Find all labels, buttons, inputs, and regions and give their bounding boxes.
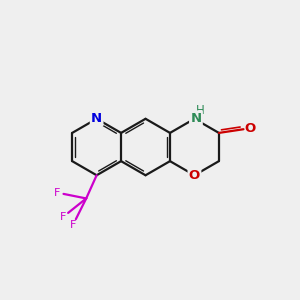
Text: H: H	[195, 104, 204, 117]
Text: F: F	[70, 220, 76, 230]
Text: F: F	[60, 212, 66, 222]
Text: N: N	[91, 112, 102, 125]
Text: O: O	[189, 169, 200, 182]
Text: F: F	[54, 188, 60, 198]
Text: O: O	[244, 122, 256, 135]
Text: N: N	[190, 112, 202, 125]
